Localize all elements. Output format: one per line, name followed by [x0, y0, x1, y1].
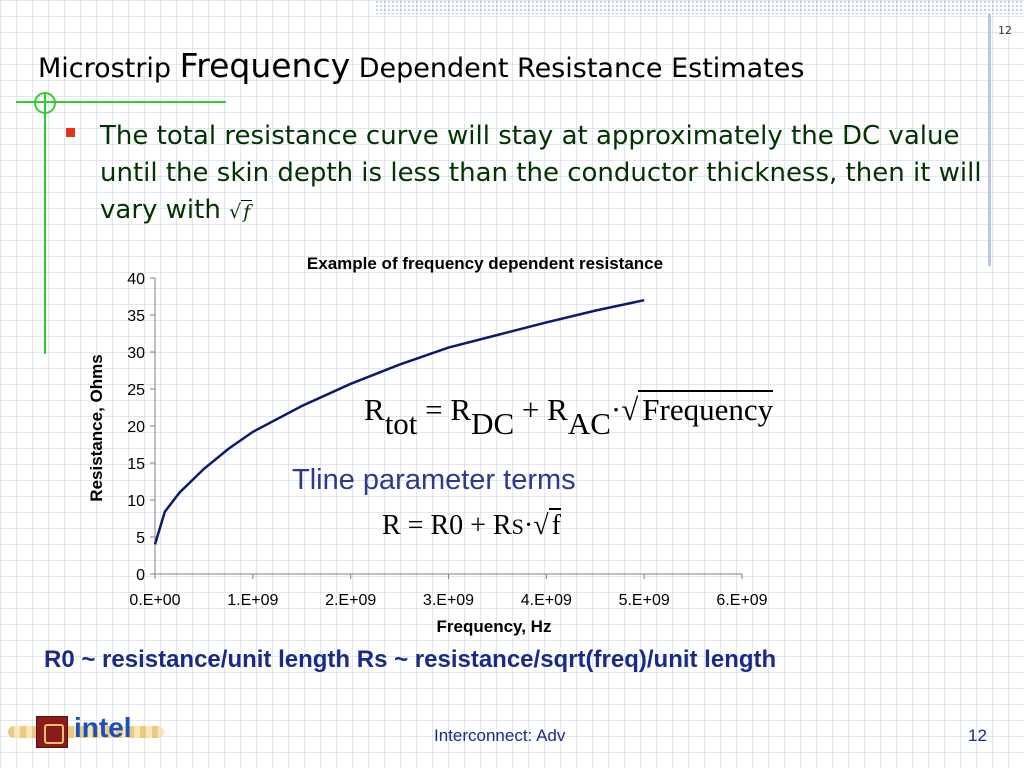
- x-tick-label: 3.E+09: [423, 592, 474, 609]
- x-axis-label: Frequency, Hz: [437, 617, 552, 636]
- right-decorative-line: [988, 14, 991, 266]
- y-tick-label: 35: [127, 308, 145, 325]
- y-tick-label: 30: [127, 345, 145, 362]
- y-tick-label: 25: [127, 382, 145, 399]
- bullet-text: The total resistance curve will stay at …: [100, 118, 990, 231]
- bullet-square-icon: [66, 128, 75, 137]
- chart-title: Example of frequency dependent resistanc…: [307, 254, 663, 273]
- tline-parameter-label: Tline parameter terms: [292, 464, 576, 496]
- formula-r-ac: R: [547, 392, 568, 427]
- small-radical-sign-icon: √: [533, 510, 549, 541]
- formula-plus: +: [514, 392, 548, 427]
- x-tick-label: 1.E+09: [227, 592, 278, 609]
- x-axis-ticks: 0.E+00 1.E+09 2.E+09 3.E+09 4.E+09 5.E+09 6.E+…: [129, 574, 768, 609]
- formula-radicand: Frequency: [638, 390, 774, 427]
- y-axis-label: Resistance, Ohms: [87, 354, 106, 501]
- title-part-3: Dependent Resistance Estimates: [350, 53, 805, 84]
- formula-equals: =: [417, 392, 451, 427]
- university-seal-icon: [36, 716, 68, 748]
- x-tick-label: 4.E+09: [521, 592, 572, 609]
- left-decorative-line: [44, 92, 46, 354]
- title-underline: [16, 101, 226, 103]
- formula-dot: ·: [610, 392, 622, 427]
- formula-sub-dc: DC: [471, 406, 515, 441]
- total-resistance-formula: Rtot = RDC + RAC·√ Frequency: [364, 390, 774, 441]
- y-axis-ticks: 0 5 10 15 20 25 30 35 40: [127, 271, 155, 584]
- footer-page-number: 12: [968, 726, 987, 745]
- formula-r-dc: R: [450, 392, 472, 427]
- formula-sub-ac: AC: [567, 406, 611, 441]
- y-tick-label: 20: [127, 419, 145, 436]
- radical-sign-icon: √: [621, 392, 639, 427]
- footer-course-name: Interconnect: Adv: [434, 726, 566, 745]
- y-tick-label: 10: [127, 493, 145, 510]
- formula-sub-tot: tot: [384, 406, 418, 441]
- y-tick-label: 0: [136, 567, 145, 584]
- small-formula-radicand: f: [548, 508, 561, 541]
- small-formula-dot: ·: [523, 510, 534, 541]
- y-tick-label: 40: [127, 271, 145, 288]
- x-tick-label: 0.E+00: [129, 592, 180, 609]
- y-tick-label: 15: [127, 456, 145, 473]
- bullet-body: The total resistance curve will stay at …: [100, 121, 982, 225]
- x-tick-label: 6.E+09: [716, 592, 767, 609]
- top-decorative-band: [375, 0, 1024, 14]
- resistance-series-line: [153, 298, 645, 545]
- definition-note: R0 ~ resistance/unit length Rs ~ resista…: [44, 646, 777, 673]
- x-tick-label: 5.E+09: [619, 592, 670, 609]
- sqrt-f-expression: √ f: [229, 200, 253, 223]
- y-tick-label: 5: [136, 530, 145, 547]
- small-formula-sub-s: S: [511, 514, 524, 539]
- slide-title: Microstrip Frequency Dependent Resistanc…: [38, 46, 804, 85]
- sqrt-f-radicand: f: [241, 200, 253, 223]
- page-number-top: 12: [998, 24, 1012, 37]
- title-part-2: Frequency: [179, 46, 351, 85]
- small-formula-lhs: R = R0 + R: [382, 510, 512, 541]
- tline-resistance-formula: R = R0 + RS·√ f: [382, 508, 561, 542]
- corner-circle-mark: [34, 92, 56, 114]
- formula-r-tot: R: [364, 392, 385, 427]
- title-part-1: Microstrip: [38, 53, 180, 84]
- x-tick-label: 2.E+09: [325, 592, 376, 609]
- intel-logo: intel: [74, 712, 132, 743]
